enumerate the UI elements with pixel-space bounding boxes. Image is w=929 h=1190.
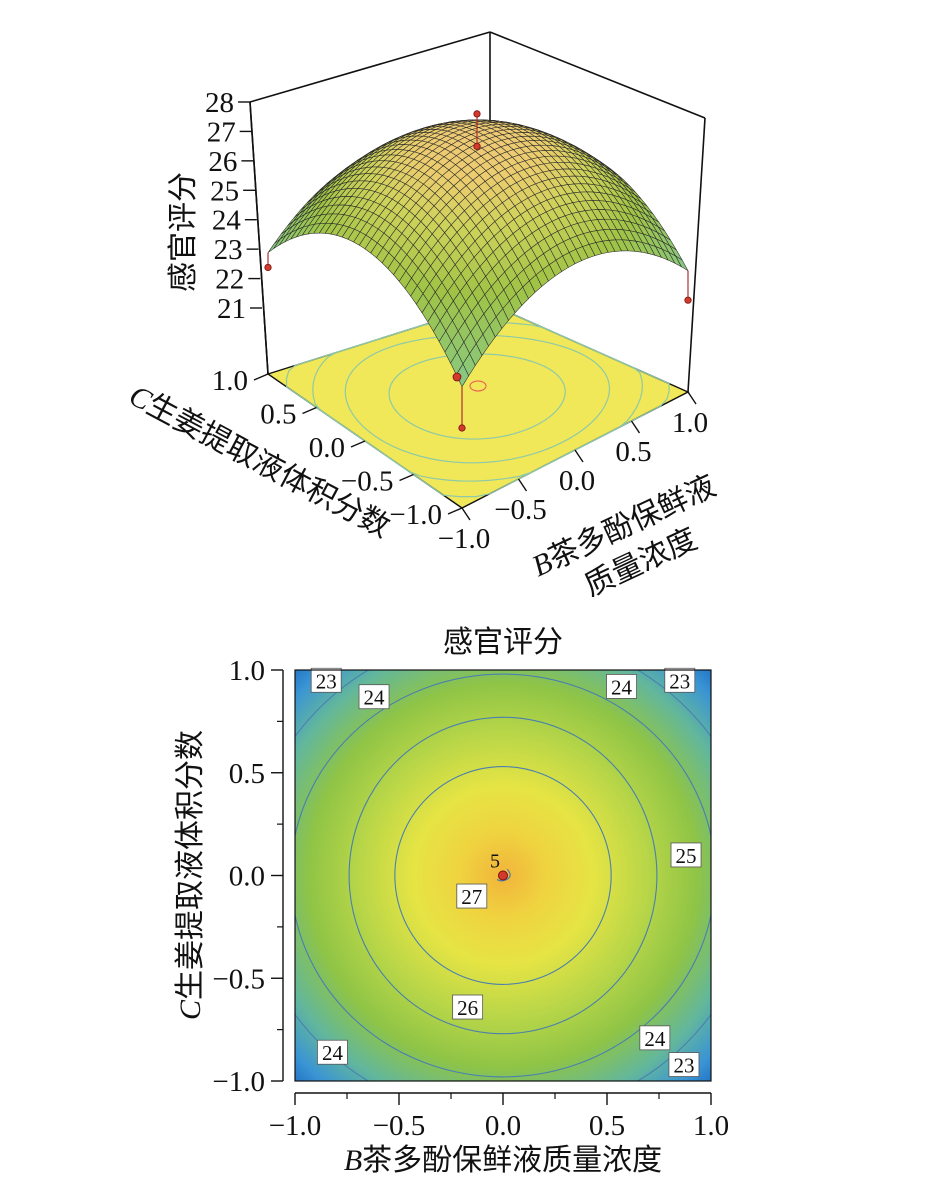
contour-label: 23 [673,1054,694,1078]
contour-y-title: 生姜提取液体积分数 [174,730,207,1000]
center-point [498,870,508,881]
contour-y-label: C生姜提取液体积分数 [174,730,207,1020]
contour-label: 23 [316,669,337,693]
contour-lines-clipped [295,670,711,1081]
z-axis-label: 感官评分 [167,172,200,292]
z-tick-label: 28 [205,87,234,119]
b-tick [630,420,641,434]
contour-x-tick-label: 1.0 [693,1110,729,1142]
contour-label-box [639,1025,671,1051]
contour-line-26 [394,766,612,985]
c-tick [350,440,366,448]
contour-label-box [452,994,484,1020]
center-point-label: 5 [490,851,500,873]
contour-labels: 23 24 24 23 25 27 26 24 24 23 [310,667,702,1078]
contour-x-tick-label: 0.5 [589,1110,625,1142]
contour-x-tick-label: −1.0 [269,1110,322,1142]
contour-label: 25 [676,844,697,868]
contour-title: 感官评分 [443,626,563,659]
surface-mesh [267,119,689,388]
b-tick [687,391,697,405]
contour-x-axis: −1.0 −0.5 0.0 0.5 1.0 [269,1092,729,1142]
contour-label-box [670,842,702,868]
contour-frame [294,669,712,1082]
z-tick-label: 25 [210,175,239,207]
floor-center-mark [469,380,487,392]
surface-design-points [264,110,692,432]
b-tick-label: −1.0 [438,523,491,555]
contour-x-title: 茶多酚保鲜液质量浓度 [362,1144,662,1177]
c-tick-label: 1.0 [212,365,248,397]
contour-label-box [664,667,696,693]
z-tick-label: 23 [214,234,243,266]
design-point [458,424,466,432]
b-tick-label: 0.0 [559,465,595,497]
contour-y-tick-label: 0.5 [229,758,265,790]
contour-label: 24 [644,1027,666,1051]
b-axis-3d: −1.0−0.5 0.0 0.5 1.0 [438,391,708,555]
contour-label: 26 [457,996,478,1020]
z-tick-label: 27 [207,116,236,148]
contour-y-prefix: C [174,999,207,1020]
contour-label-box [317,1039,348,1065]
c-tick [253,373,269,381]
contour-label-box [668,1052,700,1077]
design-point [473,142,481,150]
contour-y-axis: −1.0 −0.5 0.0 0.5 1.0 [212,655,284,1098]
c-tick-label: 0.5 [260,399,296,431]
contour-x-tick-label: 0.0 [485,1110,521,1142]
c-tick-label: −1.0 [389,499,442,531]
c-tick [302,406,317,415]
contour-y-tick-label: 1.0 [229,655,265,687]
contour-line-27 [496,868,511,882]
c-tick-label: −0.5 [341,466,394,498]
contour-center: 5 [490,851,508,881]
contour-label: 27 [461,885,482,909]
b-tick-label: −0.5 [494,494,547,526]
b-tick [517,478,528,492]
contour-x-label: B茶多酚保鲜液质量浓度 [344,1144,662,1177]
design-point [264,263,272,272]
contour-label: 24 [364,686,386,710]
contour-label-box [310,667,342,693]
design-point [473,110,481,118]
z-tick-label: 26 [208,146,237,178]
b-tick-label: 1.0 [672,407,708,439]
contour-y-tick-label: −1.0 [212,1066,265,1098]
contour-line-24 [295,673,711,1078]
z-tick-label: 22 [215,264,244,296]
b-tick [574,449,584,463]
contour-y-tick-label: 0.0 [229,861,265,893]
design-point-low [452,372,462,382]
b-tick-label: 0.5 [615,436,651,468]
z-tick-label: 24 [212,205,242,237]
contour-y-tick-label: −0.5 [212,963,265,995]
contour-x-tick-label: −0.5 [373,1110,426,1142]
c-tick [399,473,414,482]
design-point [684,296,692,304]
contour-label: 23 [669,669,690,693]
contour-label-box [606,674,637,699]
contour-label-box [456,883,488,909]
c-tick [447,507,463,515]
contour-label-box [358,684,390,710]
contour-label: 24 [611,675,633,699]
contour-plot: 感官评分 23 24 24 23 25 27 26 24 24 23 5 −1.0 −0.5 0.0 0… [174,626,729,1177]
z-tick-label: 21 [217,293,246,325]
b-tick [461,507,471,521]
contour-x-prefix: B [344,1144,362,1177]
c-axis-3d: −1.0−0.50.0 0.5 1.0 [212,365,463,531]
contour-label: 24 [322,1041,344,1065]
contour-line-25 [348,716,658,1035]
contour-lines [295,670,711,1081]
c-tick-label: 0.0 [309,432,345,464]
